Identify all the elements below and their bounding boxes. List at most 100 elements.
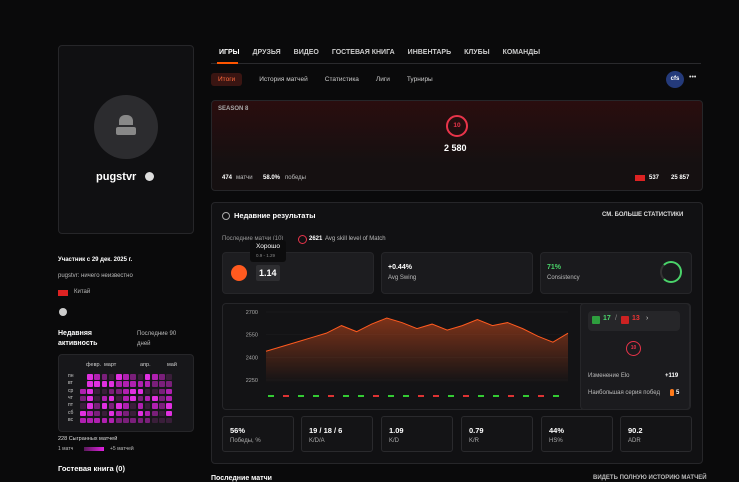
tabs: ИГРЫ ДРУЗЬЯ ВИДЕО ГОСТЕВАЯ КНИГА ИНВЕНТАРЬ КЛ… xyxy=(219,49,540,56)
heat-cell xyxy=(152,374,158,380)
heat-cell xyxy=(87,395,93,402)
matches-title: Последние матчи xyxy=(211,475,272,482)
subtab[interactable]: Статистика xyxy=(324,76,359,83)
swing-card xyxy=(381,252,533,294)
active-tab-indicator xyxy=(217,62,238,64)
heat-cell xyxy=(101,410,108,416)
heat-cell xyxy=(123,388,129,395)
stat-label: K/D xyxy=(389,438,400,444)
wl-box xyxy=(588,311,680,331)
club-badge[interactable]: cfs xyxy=(666,71,684,88)
heat-cell xyxy=(137,395,144,402)
heat-cell xyxy=(116,403,122,409)
guestbook: Гостевая книга (0) xyxy=(58,464,125,473)
consistency-ring xyxy=(660,261,682,283)
heat-cell xyxy=(116,374,122,380)
heat-cell xyxy=(80,395,86,402)
heat-cell xyxy=(152,381,158,387)
heat-cell xyxy=(130,395,136,402)
heat-cell xyxy=(94,388,100,395)
heat-cell xyxy=(108,403,115,409)
heat-cell xyxy=(94,417,100,424)
subtab[interactable]: История матчей xyxy=(259,76,308,83)
legend-max: +5 матчей xyxy=(110,446,134,452)
heat-cell xyxy=(144,403,151,409)
heat-cell xyxy=(87,403,93,409)
heat-cell xyxy=(144,410,151,416)
stat-value: 56% xyxy=(230,426,246,435)
stat-card: 44% HS% xyxy=(541,416,613,452)
tab[interactable]: ИГРЫ xyxy=(219,49,240,56)
heat-cell xyxy=(101,417,108,424)
more-button[interactable]: ••• xyxy=(689,74,697,81)
streak: 5 xyxy=(676,390,680,396)
heat-cell xyxy=(123,410,129,416)
win-icon xyxy=(592,316,600,324)
heat-cell xyxy=(166,374,172,380)
heat-cell xyxy=(159,395,165,402)
stat-card: 90.2 ADR xyxy=(620,416,692,452)
stat-label: K/D/A xyxy=(309,438,325,444)
heat-cell xyxy=(159,417,165,424)
flag xyxy=(58,290,68,296)
season-matches-label: матчи xyxy=(236,175,253,181)
heat-cell xyxy=(101,388,108,395)
heat-cell xyxy=(159,388,165,395)
tab[interactable]: ГОСТЕВАЯ КНИГА xyxy=(331,49,395,56)
tab[interactable]: ВИДЕО xyxy=(293,49,319,56)
matches-more[interactable]: ВИДЕТЬ ПОЛНУЮ ИСТОРИЮ МАТЧЕЙ xyxy=(593,475,707,481)
heat-cell xyxy=(87,388,93,395)
subtab[interactable]: Итоги xyxy=(211,73,243,86)
heat-cell xyxy=(94,410,100,416)
tabs-divider xyxy=(211,63,701,64)
heat-cell xyxy=(101,403,108,409)
heat-cell xyxy=(130,374,136,380)
heat-cell xyxy=(80,417,86,424)
tab[interactable]: ДРУЗЬЯ xyxy=(252,49,281,56)
heat-cell xyxy=(152,403,158,409)
heat-cell xyxy=(87,381,93,387)
subtab[interactable]: Лиги xyxy=(375,76,390,83)
heat-cell xyxy=(130,388,136,395)
season-title: SEASON 8 xyxy=(218,106,249,112)
heat-cell xyxy=(159,403,165,409)
matches-played: 228 Сыгранных матчей xyxy=(58,436,118,442)
heat-cell xyxy=(137,374,144,380)
stat-card: 19 / 18 / 6 K/D/A xyxy=(301,416,373,452)
stat-value: 0.79 xyxy=(469,426,484,435)
username: pugstvr xyxy=(96,171,137,183)
consistency: 71% xyxy=(547,264,562,271)
y-tick-label: 2700 xyxy=(246,310,258,316)
more-stats[interactable]: СМ. БОЛЬШЕ СТАТИСТИКИ xyxy=(602,212,684,218)
weekday-label: вт xyxy=(68,380,73,387)
season-winrate-label: победы xyxy=(285,175,306,181)
avg-skill-label: Avg skill level of Match xyxy=(325,236,386,242)
heat-cell xyxy=(108,417,115,424)
subtab[interactable]: Турниры xyxy=(406,76,433,83)
elo-area xyxy=(266,318,568,383)
heat-cell xyxy=(108,388,115,395)
global-rank: 25 857 xyxy=(671,175,690,181)
heat-cell xyxy=(166,395,172,402)
level-icon: 10 xyxy=(446,115,468,137)
heat-cell xyxy=(94,374,100,380)
weekday-label: вс xyxy=(68,416,74,423)
tab[interactable]: КОМАНДЫ xyxy=(502,49,541,56)
heat-cell xyxy=(123,417,129,424)
tab[interactable]: ИНВЕНТАРЬ xyxy=(407,49,452,56)
bio: pugstvr: ничего неизвестно xyxy=(58,273,133,279)
elo-line xyxy=(265,317,569,352)
heat-cell xyxy=(130,381,136,387)
heat-cell xyxy=(108,410,115,416)
subtabs: Итоги История матчей Статистика Лиги Турниры xyxy=(211,73,433,86)
heat-cell xyxy=(123,395,129,402)
stat-value: 90.2 xyxy=(628,426,643,435)
heat-cell xyxy=(94,381,100,387)
stat-card: 56% Победы, % xyxy=(222,416,294,452)
tab[interactable]: КЛУБЫ xyxy=(464,49,490,56)
member-since: Участник с 29 дек. 2025 г. xyxy=(58,257,133,263)
streak-label: Наибольшая серия побед xyxy=(588,390,660,396)
heat-cell xyxy=(108,395,115,402)
